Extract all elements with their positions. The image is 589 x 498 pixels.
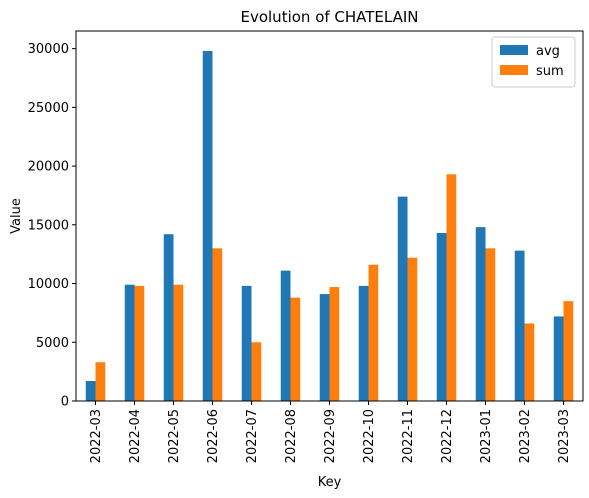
x-tick-label: 2023-02 xyxy=(518,409,533,463)
bar-sum-2022-12 xyxy=(446,174,457,401)
bar-sum-2023-01 xyxy=(485,248,496,401)
bar-avg-2022-04 xyxy=(124,284,135,401)
x-tick-label: 2022-04 xyxy=(128,409,143,463)
x-tick-label: 2022-10 xyxy=(362,409,377,463)
y-tick-label: 10000 xyxy=(28,277,69,292)
x-tick-label: 2023-03 xyxy=(557,409,572,463)
bars-group xyxy=(85,50,574,401)
bar-sum-2022-06 xyxy=(212,248,223,401)
bar-sum-2022-07 xyxy=(251,342,262,401)
y-tick-label: 0 xyxy=(61,395,69,410)
x-tick-label: 2022-11 xyxy=(401,409,416,463)
y-tick-label: 5000 xyxy=(36,336,69,351)
bar-sum-2022-10 xyxy=(368,264,379,401)
bar-avg-2022-09 xyxy=(319,294,330,401)
bar-avg-2022-12 xyxy=(436,233,447,401)
legend-label-avg: avg xyxy=(536,44,560,59)
bar-sum-2022-11 xyxy=(407,257,418,401)
bar-avg-2022-06 xyxy=(202,50,213,401)
bar-avg-2023-03 xyxy=(553,316,564,401)
bar-sum-2022-05 xyxy=(173,284,184,401)
bar-avg-2022-11 xyxy=(397,196,408,401)
x-tick-label: 2022-09 xyxy=(323,409,338,463)
bar-sum-2022-04 xyxy=(134,285,145,401)
x-tick-label: 2022-05 xyxy=(167,409,182,463)
legend-swatch-sum xyxy=(500,65,528,75)
chart-title: Evolution of CHATELAIN xyxy=(240,8,418,26)
bar-avg-2022-03 xyxy=(85,381,96,401)
x-tick-label: 2022-07 xyxy=(245,409,260,463)
bar-avg-2023-02 xyxy=(514,250,525,401)
y-tick-label: 30000 xyxy=(28,42,69,57)
bar-sum-2023-03 xyxy=(563,301,574,401)
bar-avg-2022-10 xyxy=(358,285,369,401)
legend: avg sum xyxy=(491,36,576,88)
x-axis-label: Key xyxy=(318,475,342,490)
x-tick-label: 2022-06 xyxy=(206,409,221,463)
bar-avg-2022-05 xyxy=(163,234,174,401)
legend-label-sum: sum xyxy=(536,64,564,79)
bar-avg-2022-08 xyxy=(280,270,291,401)
x-tick-label: 2022-08 xyxy=(284,409,299,463)
y-axis-label: Value xyxy=(9,198,24,234)
bar-sum-2022-09 xyxy=(329,287,340,401)
bar-avg-2023-01 xyxy=(475,227,486,401)
x-tick-label: 2022-03 xyxy=(89,409,104,463)
legend-swatch-avg xyxy=(500,45,528,55)
x-tick-label: 2022-12 xyxy=(440,409,455,463)
y-tick-label: 25000 xyxy=(28,101,69,116)
y-ticks-group: 0 5000 10000 15000 20000 25000 30000 xyxy=(28,42,76,410)
y-tick-label: 15000 xyxy=(28,218,69,233)
bar-sum-2022-08 xyxy=(290,297,301,401)
bar-sum-2022-03 xyxy=(95,362,106,401)
bar-avg-2022-07 xyxy=(241,285,252,401)
x-tick-label: 2023-01 xyxy=(479,409,494,463)
y-tick-label: 20000 xyxy=(28,160,69,175)
x-ticks-group: 2022-03 2022-04 2022-05 2022-06 2022-07 2022-… xyxy=(89,401,572,463)
legend-box xyxy=(491,36,576,88)
bar-sum-2023-02 xyxy=(524,323,535,401)
